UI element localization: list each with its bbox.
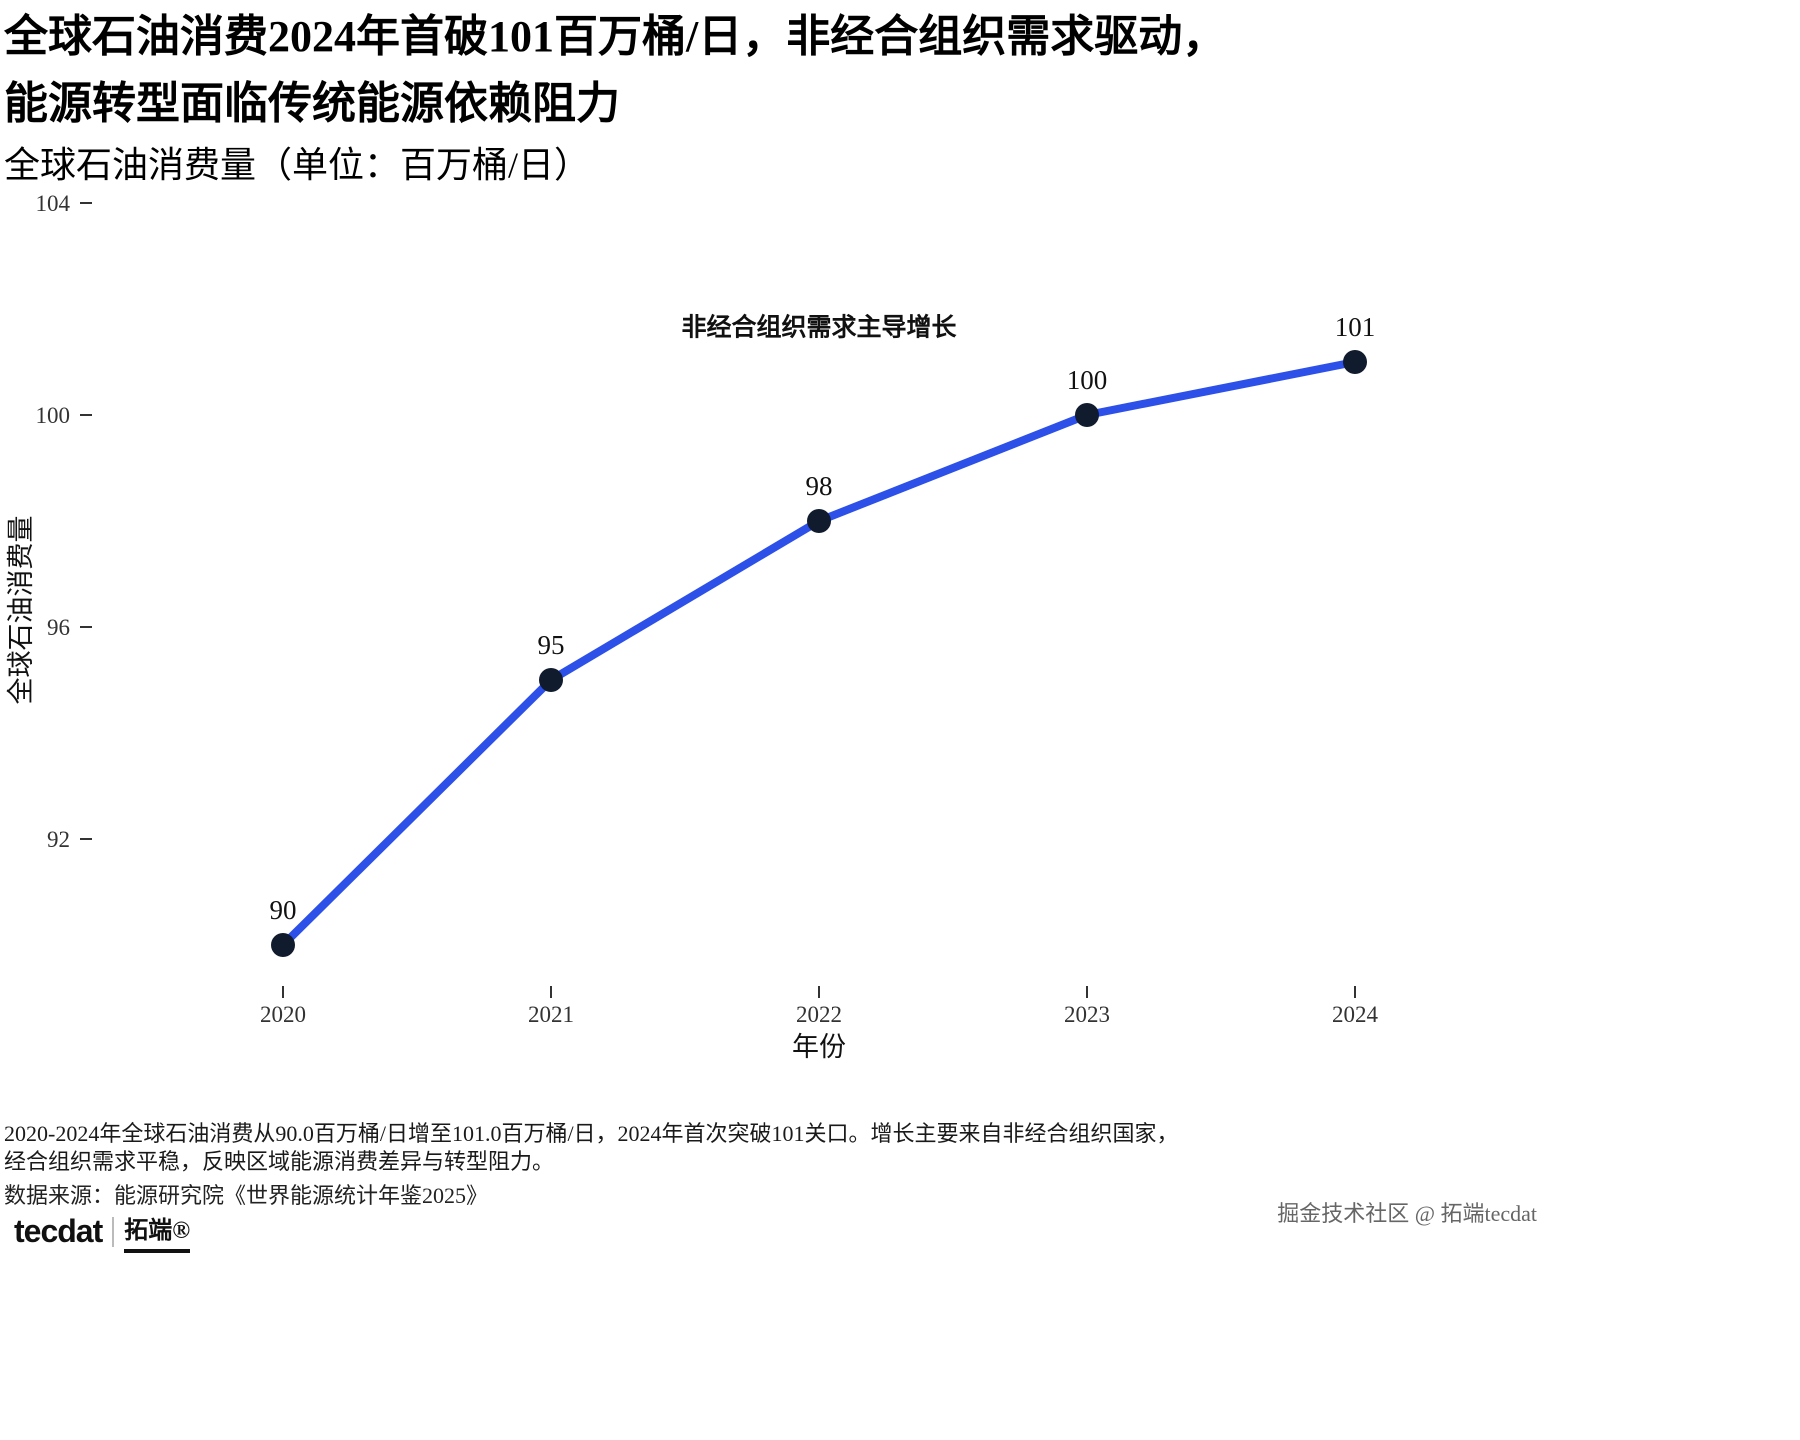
chart-subtitle: 全球石油消费量（单位：百万桶/日） xyxy=(4,145,591,185)
point-label: 100 xyxy=(1067,365,1108,395)
brand-logo: tecdat 拓端® xyxy=(14,1210,191,1253)
data-point xyxy=(271,933,295,957)
logo-divider xyxy=(112,1216,115,1247)
y-tick-label: 96 xyxy=(47,615,70,640)
x-tick-label: 2022 xyxy=(796,1002,842,1027)
caption-line-1: 2020-2024年全球石油消费从90.0百万桶/日增至101.0百万桶/日，2… xyxy=(4,1121,1179,1146)
x-axis-title: 年份 xyxy=(792,1032,846,1062)
data-point xyxy=(539,668,563,692)
line-chart: 92 96 100 104 2020 2021 2022 2023 2024 年份 全球石油消费量 9… xyxy=(6,191,1379,1062)
community-watermark: 掘金技术社区 @ 拓端tecdat xyxy=(1277,1201,1537,1226)
point-label: 98 xyxy=(806,471,833,501)
caption-line-2: 经合组织需求平稳，反映区域能源消费差异与转型阻力。 xyxy=(4,1149,555,1174)
x-tick-label: 2021 xyxy=(528,1002,574,1027)
data-point xyxy=(807,509,831,533)
title-line-1: 全球石油消费2024年首破101百万桶/日，非经合组织需求驱动， xyxy=(4,12,1227,61)
annotation-label: 非经合组织需求主导增长 xyxy=(681,313,957,342)
y-tick-label: 92 xyxy=(47,827,70,852)
chart-title: 全球石油消费2024年首破101百万桶/日，非经合组织需求驱动， 能源转型面临传… xyxy=(4,4,1644,138)
logo-text: tecdat xyxy=(14,1213,103,1249)
data-point xyxy=(1075,403,1099,427)
trend-line xyxy=(279,358,1359,949)
point-label: 90 xyxy=(270,895,297,925)
point-label: 101 xyxy=(1335,312,1376,342)
data-point xyxy=(1343,350,1367,374)
y-tick-label: 100 xyxy=(36,403,71,428)
title-line-2: 能源转型面临传统能源依赖阻力 xyxy=(4,78,620,128)
logo-suffix: 拓端® xyxy=(124,1210,191,1253)
x-tick-label: 2020 xyxy=(260,1002,306,1027)
point-label: 95 xyxy=(538,630,565,660)
y-tick-label: 104 xyxy=(36,191,71,216)
chart-caption: 2020-2024年全球石油消费从90.0百万桶/日增至101.0百万桶/日，2… xyxy=(4,1120,1404,1210)
y-axis-title: 全球石油消费量 xyxy=(6,516,36,705)
x-tick-label: 2023 xyxy=(1064,1002,1110,1027)
data-source: 数据来源：能源研究院《世界能源统计年鉴2025》 xyxy=(4,1183,489,1208)
x-tick-label: 2024 xyxy=(1332,1002,1379,1027)
